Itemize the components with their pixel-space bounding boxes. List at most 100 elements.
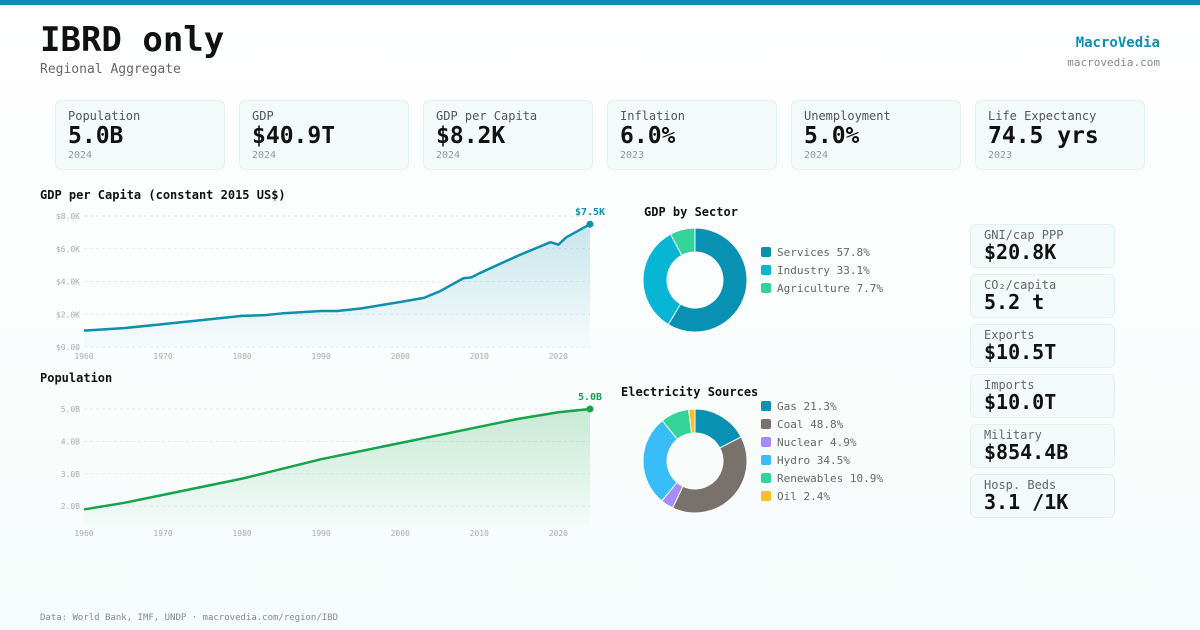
x-tick-label: 2000 [391, 352, 410, 361]
x-tick-label: 2010 [470, 529, 489, 538]
legend-item: Gas 21.3% [761, 397, 883, 415]
electricity-legend: Gas 21.3% Coal 48.8% Nuclear 4.9% Hydro 34.… [761, 397, 883, 505]
series-area [84, 224, 590, 347]
stat-value: $8.2K [436, 123, 506, 149]
legend-item: Oil 2.4% [761, 487, 883, 505]
gdp-chart-title: GDP per Capita (constant 2015 US$) [40, 188, 286, 202]
x-tick-label: 2000 [391, 529, 410, 538]
legend-item: Renewables 10.9% [761, 469, 883, 487]
y-tick-label: 5.0B [61, 405, 80, 414]
legend-swatch [761, 265, 771, 275]
electricity-chart-title: Electricity Sources [621, 385, 759, 399]
x-tick-label: 1960 [74, 352, 93, 361]
y-tick-label: $2.0K [56, 310, 80, 319]
side-stat-value: $10.5T [984, 340, 1057, 364]
x-tick-label: 2020 [549, 352, 568, 361]
x-tick-label: 1970 [153, 352, 172, 361]
stat-label: Inflation [620, 109, 686, 123]
side-stat-value: $854.4B [984, 440, 1069, 464]
page-subtitle: Regional Aggregate [40, 62, 181, 77]
population-chart-title: Population [40, 371, 113, 385]
legend-swatch [761, 473, 771, 483]
series-line [83, 223, 591, 332]
stat-value: 5.0% [804, 123, 860, 149]
legend-label: Services 57.8% [777, 245, 870, 259]
legend-swatch [761, 283, 771, 293]
pie-slice [667, 227, 748, 333]
x-tick-label: 1970 [153, 529, 172, 538]
legend-item: Services 57.8% [761, 243, 883, 261]
stat-year: 2023 [988, 150, 1013, 161]
x-tick-label: 2010 [470, 352, 489, 361]
side-stat-card: CO₂/capita 5.2 t [970, 274, 1115, 318]
side-stat-label: Exports [984, 328, 1035, 342]
side-stat-label: Imports [984, 378, 1035, 392]
stat-card: Life Expectancy 74.5 yrs 2023 [975, 100, 1145, 170]
side-stat-label: CO₂/capita [984, 278, 1057, 292]
y-tick-label: $4.0K [56, 278, 80, 287]
stat-card: Population 5.0B 2024 [55, 100, 225, 170]
legend-label: Nuclear 4.9% [777, 435, 857, 449]
legend-label: Gas 21.3% [777, 399, 837, 413]
page-title: IBRD only [40, 20, 225, 60]
sector-legend: Services 57.8% Industry 33.1% Agriculture … [761, 243, 883, 297]
pie-slice [671, 436, 748, 514]
y-tick-label: $6.0K [56, 245, 80, 254]
stat-card: GDP per Capita $8.2K 2024 [423, 100, 593, 170]
side-stat-card: Military $854.4B [970, 424, 1115, 468]
y-tick-label: $8.0K [56, 212, 80, 221]
stat-label: GDP per Capita [436, 109, 538, 123]
side-stat-card: Imports $10.0T [970, 374, 1115, 418]
side-stat-value: 3.1 /1K [984, 490, 1069, 514]
top-accent-bar [0, 0, 1200, 5]
series-line [83, 407, 591, 511]
legend-label: Renewables 10.9% [777, 471, 883, 485]
x-tick-label: 1980 [232, 352, 251, 361]
legend-label: Agriculture 7.7% [777, 281, 883, 295]
legend-swatch [761, 419, 771, 429]
legend-label: Hydro 34.5% [777, 453, 850, 467]
end-value-label: 5.0B [578, 392, 602, 403]
stat-value: $40.9T [252, 123, 336, 149]
pie-slice [642, 233, 683, 326]
x-tick-label: 1990 [312, 352, 331, 361]
side-stat-label: Hosp. Beds [984, 478, 1057, 492]
brand-url[interactable]: macrovedia.com [1067, 56, 1160, 69]
series-area [84, 409, 590, 524]
legend-swatch [761, 401, 771, 411]
stat-year: 2024 [68, 150, 93, 161]
end-value-label: $7.5K [575, 207, 605, 218]
y-tick-label: $0.00 [56, 343, 80, 352]
stat-card: Unemployment 5.0% 2024 [791, 100, 961, 170]
legend-item: Agriculture 7.7% [761, 279, 883, 297]
side-stat-card: GNI/cap PPP $20.8K [970, 224, 1115, 268]
stat-label: GDP [252, 109, 274, 123]
stat-year: 2024 [252, 150, 277, 161]
legend-item: Hydro 34.5% [761, 451, 883, 469]
x-tick-label: 1980 [232, 529, 251, 538]
legend-item: Coal 48.8% [761, 415, 883, 433]
end-point [586, 220, 594, 228]
legend-label: Industry 33.1% [777, 263, 870, 277]
legend-swatch [761, 437, 771, 447]
end-point [586, 405, 594, 413]
brand-logo[interactable]: MacroVedia [1075, 35, 1160, 51]
stat-card: Inflation 6.0% 2023 [607, 100, 777, 170]
stat-card: GDP $40.9T 2024 [239, 100, 409, 170]
stat-year: 2024 [436, 150, 461, 161]
side-stat-value: $20.8K [984, 240, 1057, 264]
x-tick-label: 1990 [312, 529, 331, 538]
legend-swatch [761, 455, 771, 465]
sector-chart-title: GDP by Sector [644, 205, 738, 219]
side-stat-card: Hosp. Beds 3.1 /1K [970, 474, 1115, 518]
x-tick-label: 2020 [549, 529, 568, 538]
stat-label: Unemployment [804, 109, 891, 123]
y-tick-label: 3.0B [61, 470, 80, 479]
stat-value: 6.0% [620, 123, 676, 149]
pie-slice [688, 408, 696, 434]
x-tick-label: 1960 [74, 529, 93, 538]
y-tick-label: 4.0B [61, 437, 80, 446]
legend-item: Nuclear 4.9% [761, 433, 883, 451]
legend-swatch [761, 491, 771, 501]
